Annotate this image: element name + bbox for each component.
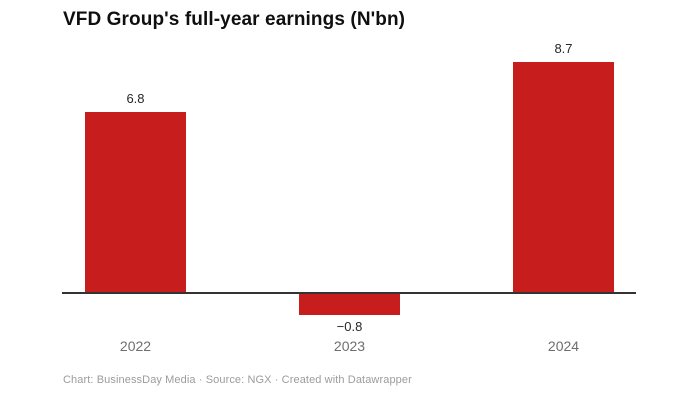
x-tick-label-2023: 2023 [333, 338, 366, 354]
chart-title: VFD Group's full-year earnings (N'bn) [63, 9, 406, 30]
bar-2022 [85, 112, 186, 292]
x-axis-baseline [62, 292, 636, 294]
x-tick-label-2024: 2024 [547, 338, 580, 354]
bar-2023 [299, 294, 400, 315]
value-label-2023: −0.8 [336, 319, 363, 334]
bar-2024 [513, 62, 614, 292]
value-label-2024: 8.7 [554, 41, 573, 56]
value-label-2022: 6.8 [126, 91, 145, 106]
chart-footer-attribution: Chart: BusinessDay Media · Source: NGX ·… [63, 374, 412, 386]
x-tick-label-2022: 2022 [119, 338, 152, 354]
